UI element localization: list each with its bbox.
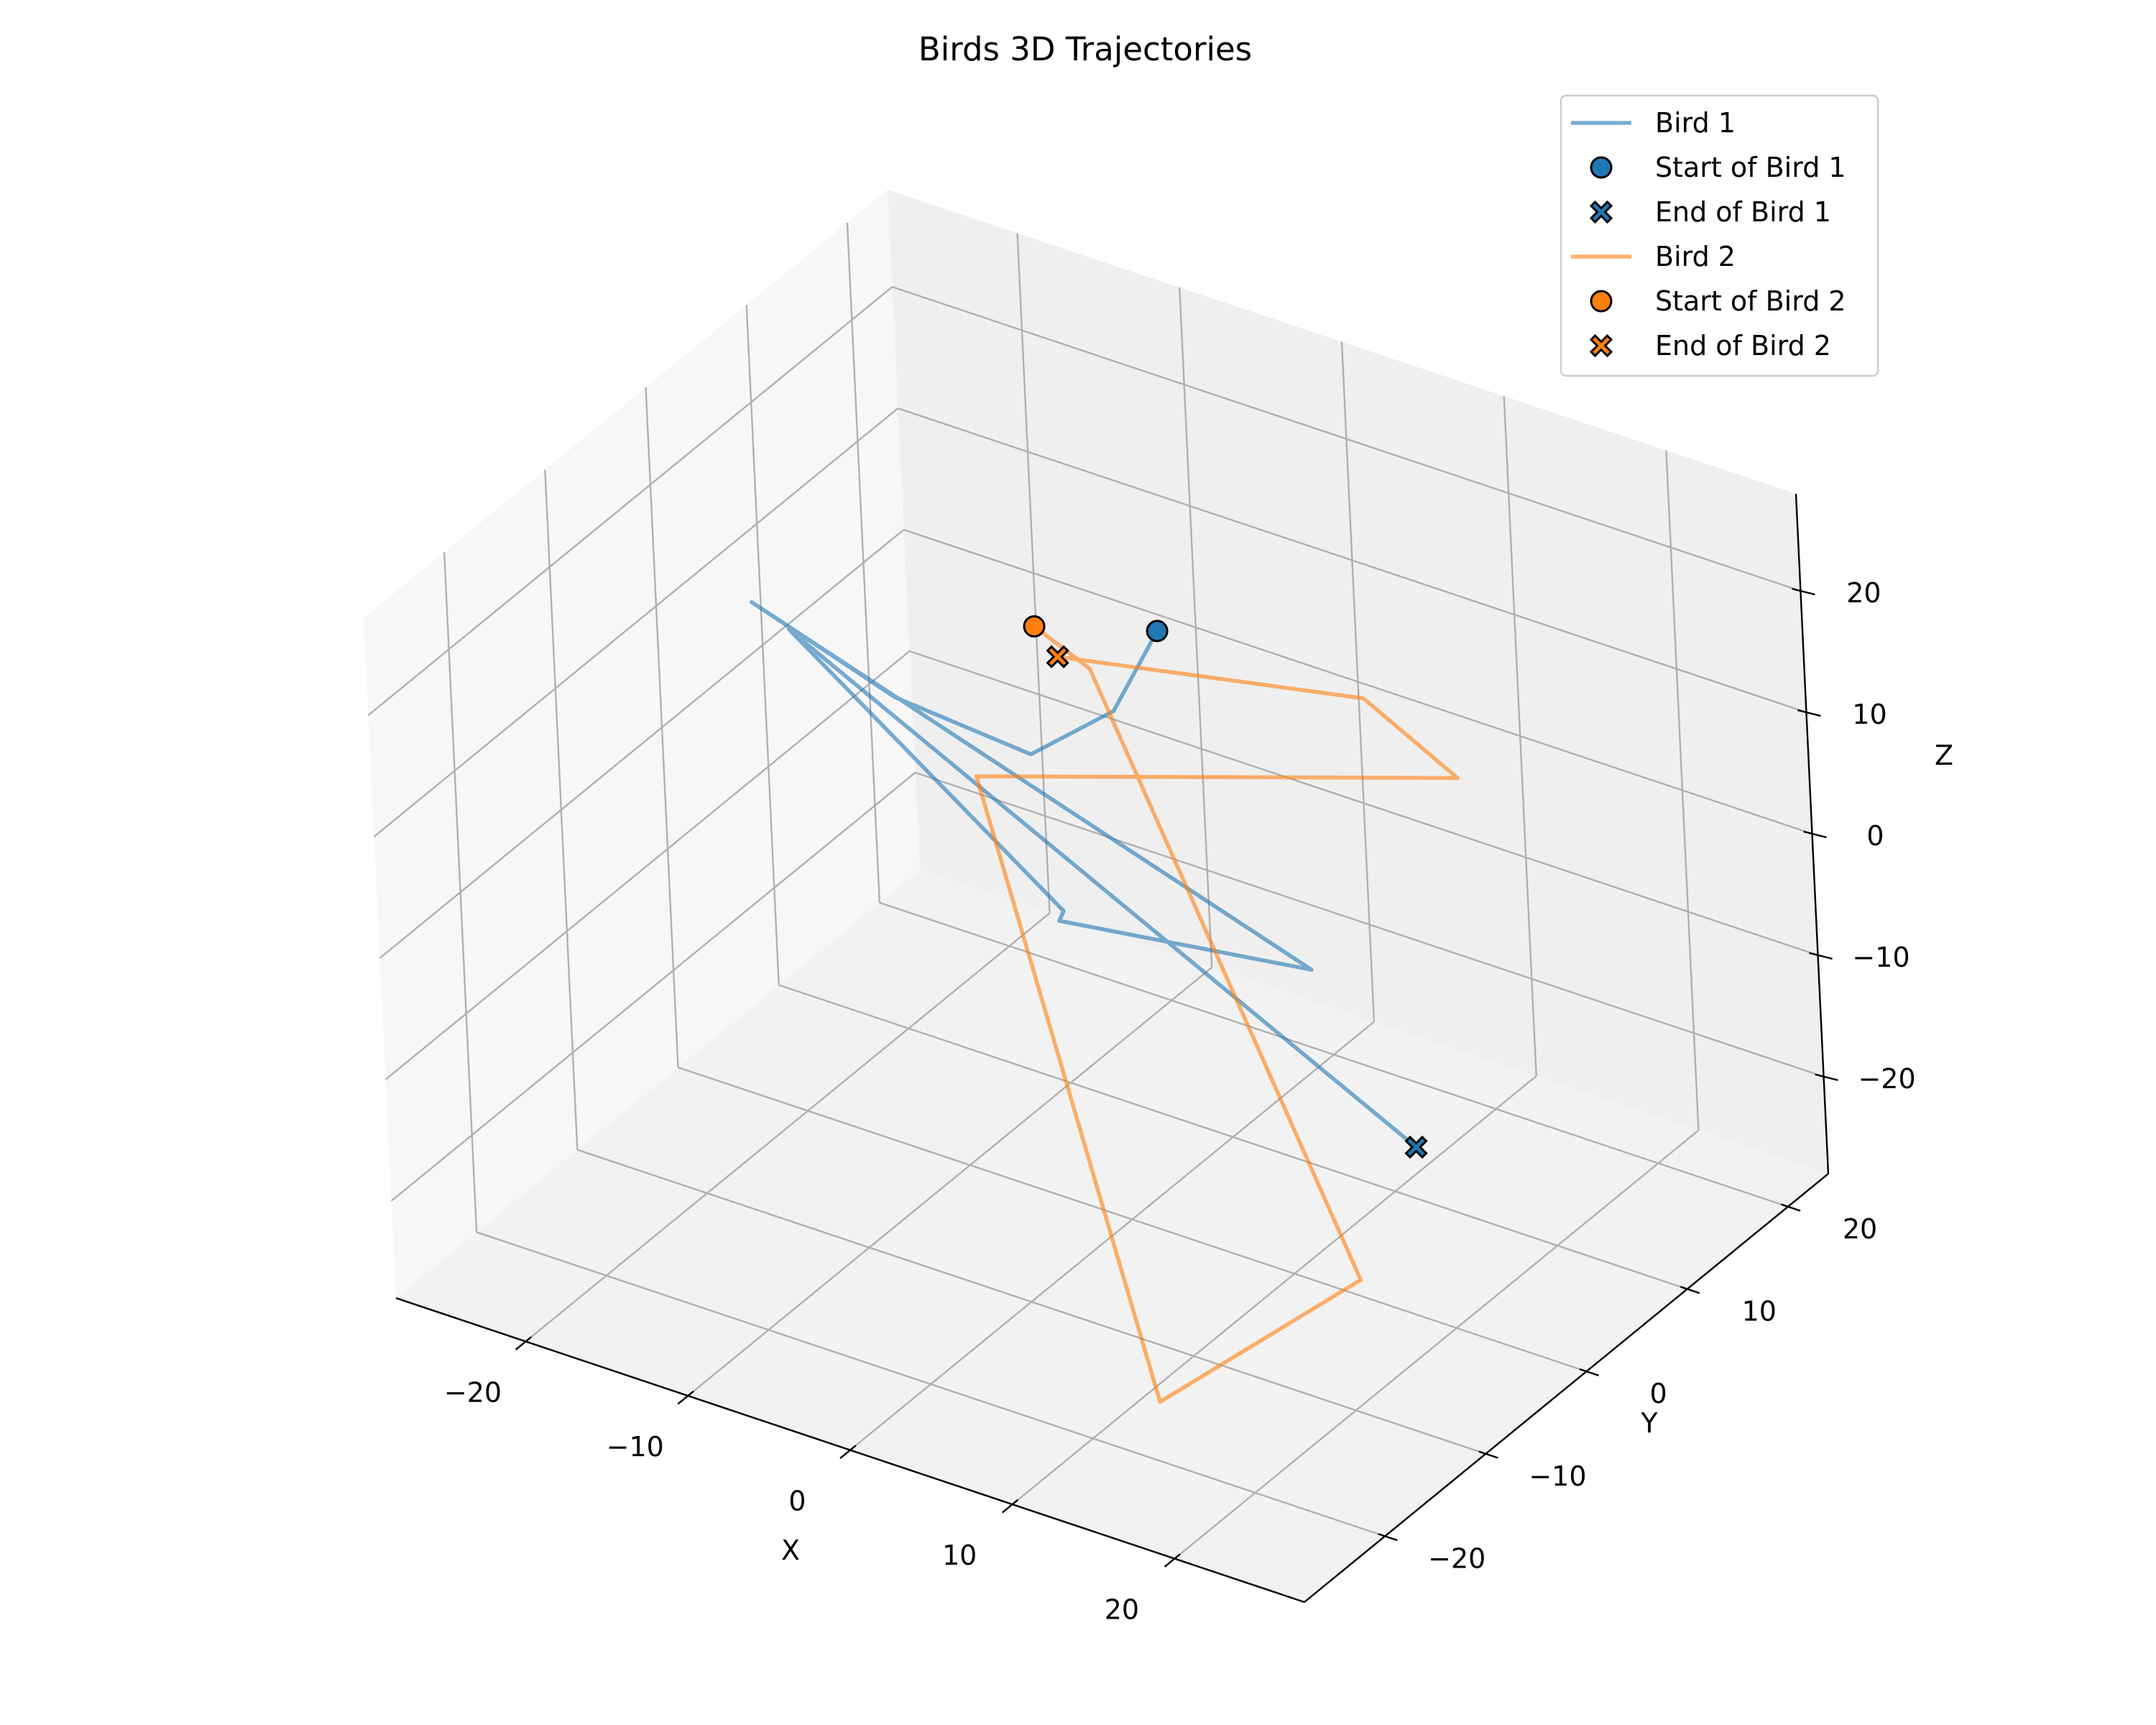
grid-x-floor [1174, 1129, 1700, 1560]
z-tick [1809, 952, 1833, 960]
z-tick-label: 0 [1866, 820, 1884, 852]
y-tick [1781, 1203, 1801, 1212]
x-tick [839, 1445, 857, 1459]
x-tick [1002, 1499, 1019, 1514]
z-tick [1797, 709, 1821, 717]
grid-z-left [367, 286, 893, 717]
y-tick [1378, 1532, 1398, 1542]
grid-z-back [903, 528, 1812, 835]
x-tick [677, 1390, 694, 1405]
grid-z-left [373, 408, 899, 838]
grid-y-floor [778, 984, 1688, 1290]
x-tick-label: −20 [444, 1377, 502, 1409]
grid-z-back [909, 650, 1818, 957]
bird-1-start-marker [1146, 620, 1169, 643]
x-tick [1164, 1553, 1181, 1568]
legend-start-swatch [1590, 290, 1613, 313]
grid-z-back [892, 286, 1801, 592]
z-tick [1803, 830, 1827, 839]
y-tick-label: 0 [1650, 1378, 1667, 1409]
legend-label: Bird 1 [1655, 107, 1736, 139]
legend-label: Bird 2 [1655, 241, 1736, 272]
x-tick-label: 0 [788, 1486, 806, 1517]
grid-x-floor [525, 912, 1051, 1343]
x-tick-label: 10 [942, 1540, 977, 1571]
legend-end-swatch [1589, 334, 1613, 358]
legend-label: End of Bird 2 [1655, 330, 1831, 362]
y-tick-label: 20 [1843, 1213, 1877, 1245]
bird-1-end-marker [1404, 1135, 1428, 1159]
y-tick [1579, 1368, 1599, 1376]
grid-y-floor [678, 1066, 1587, 1373]
y-tick-label: 10 [1742, 1296, 1777, 1328]
legend-label: Start of Bird 2 [1655, 285, 1846, 317]
y-axis-line [1304, 1173, 1829, 1603]
grid-x-floor [1011, 1075, 1537, 1505]
legend-label: Start of Bird 1 [1655, 152, 1846, 183]
x-tick [515, 1336, 533, 1351]
chart-title: Birds 3D Trajectories [918, 30, 1252, 68]
series-layer [750, 600, 1460, 1404]
grid-y-floor [576, 1149, 1486, 1455]
y-tick-label: −20 [1428, 1542, 1485, 1574]
z-tick-label: 20 [1846, 577, 1881, 609]
z-tick-label: 10 [1852, 699, 1886, 730]
y-tick-label: −10 [1529, 1460, 1586, 1492]
legend-start-swatch [1590, 156, 1613, 179]
z-axis-label: Z [1935, 740, 1953, 771]
tick-marks: −20 −10 0 10 20 −20 −10 0 10 20 −20 −10 0 10 20 [444, 577, 1916, 1626]
z-tick-label: −20 [1858, 1063, 1915, 1095]
legend-label: End of Bird 1 [1655, 196, 1831, 228]
z-tick [1815, 1073, 1838, 1082]
bird-2-end-marker [1046, 645, 1069, 668]
grid-z-left [379, 529, 905, 959]
legend-frame [1560, 94, 1879, 377]
grid-z-left [390, 771, 916, 1202]
bird-2-start-marker [1023, 615, 1046, 638]
bird-2-line [974, 625, 1460, 1404]
grid-y-floor [476, 1231, 1386, 1537]
grid-z-back [915, 771, 1824, 1077]
legend-end-swatch [1589, 200, 1613, 224]
y-tick [1680, 1286, 1700, 1294]
bird-1-line [750, 600, 1418, 1149]
grid-z-left [384, 650, 911, 1080]
axis-panes [364, 190, 1828, 1602]
grid-y-floor [879, 901, 1789, 1208]
grid-x-floor [687, 967, 1213, 1397]
y-tick [1478, 1450, 1498, 1459]
x-tick-label: −10 [607, 1431, 664, 1463]
grid-lines [367, 222, 1824, 1560]
x-axis-label: X [781, 1535, 800, 1566]
z-tick-label: −10 [1852, 942, 1909, 973]
grid-z-back [898, 407, 1807, 714]
x-tick-label: 20 [1105, 1594, 1139, 1626]
y-axis-label: Y [1640, 1407, 1658, 1439]
z-tick [1792, 587, 1815, 596]
legend: Bird 1 Start of Bird 1 End of Bird 1 Bird 2… [1560, 94, 1879, 377]
